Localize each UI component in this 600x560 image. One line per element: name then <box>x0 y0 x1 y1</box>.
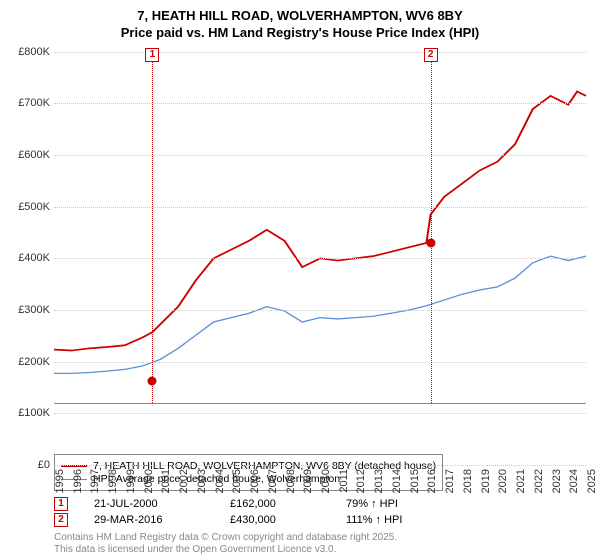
gridline <box>54 465 586 466</box>
sale-marker-box: 2 <box>424 48 438 62</box>
line-layer <box>54 52 586 403</box>
sale-delta: 79% ↑ HPI <box>346 498 398 510</box>
attribution: Contains HM Land Registry data © Crown c… <box>54 532 590 556</box>
sale-vline <box>152 52 153 403</box>
container: 7, HEATH HILL ROAD, WOLVERHAMPTON, WV6 8… <box>0 0 600 560</box>
y-tick-label: £200K <box>10 356 50 368</box>
chart-title: 7, HEATH HILL ROAD, WOLVERHAMPTON, WV6 8… <box>10 8 590 42</box>
title-line-2: Price paid vs. HM Land Registry's House … <box>10 25 590 42</box>
gridline <box>54 155 586 156</box>
attribution-line-2: This data is licensed under the Open Gov… <box>54 544 590 556</box>
chart-area: £0£100K£200K£300K£400K£500K£600K£700K£80… <box>10 50 590 448</box>
gridline <box>54 103 586 104</box>
sale-delta: 111% ↑ HPI <box>346 514 402 526</box>
title-line-1: 7, HEATH HILL ROAD, WOLVERHAMPTON, WV6 8… <box>10 8 590 25</box>
y-tick-label: £300K <box>10 304 50 316</box>
plot-region: 12 <box>54 52 586 404</box>
series-line <box>54 91 586 350</box>
attribution-line-1: Contains HM Land Registry data © Crown c… <box>54 532 590 544</box>
sale-vline <box>431 52 432 403</box>
gridline <box>54 413 586 414</box>
y-tick-label: £600K <box>10 149 50 161</box>
sale-row-marker: 2 <box>54 513 68 527</box>
sale-price: £162,000 <box>230 498 320 510</box>
gridline <box>54 310 586 311</box>
sale-row-marker: 1 <box>54 497 68 511</box>
y-tick-label: £700K <box>10 97 50 109</box>
sale-dot <box>148 377 157 386</box>
series-line <box>54 256 586 373</box>
y-tick-label: £500K <box>10 201 50 213</box>
sale-date: 21-JUL-2000 <box>94 498 204 510</box>
sale-price: £430,000 <box>230 514 320 526</box>
y-tick-label: £100K <box>10 407 50 419</box>
gridline <box>54 207 586 208</box>
sales-table: 1 21-JUL-2000 £162,000 79% ↑ HPI 2 29-MAR-201… <box>54 495 590 529</box>
sale-row: 2 29-MAR-2016 £430,000 111% ↑ HPI <box>54 513 590 527</box>
sale-date: 29-MAR-2016 <box>94 514 204 526</box>
sale-row: 1 21-JUL-2000 £162,000 79% ↑ HPI <box>54 497 590 511</box>
gridline <box>54 362 586 363</box>
sale-dot <box>426 238 435 247</box>
gridline <box>54 258 586 259</box>
gridline <box>54 52 586 53</box>
y-tick-label: £0 <box>10 459 50 471</box>
y-tick-label: £400K <box>10 252 50 264</box>
sale-marker-box: 1 <box>145 48 159 62</box>
y-tick-label: £800K <box>10 46 50 58</box>
